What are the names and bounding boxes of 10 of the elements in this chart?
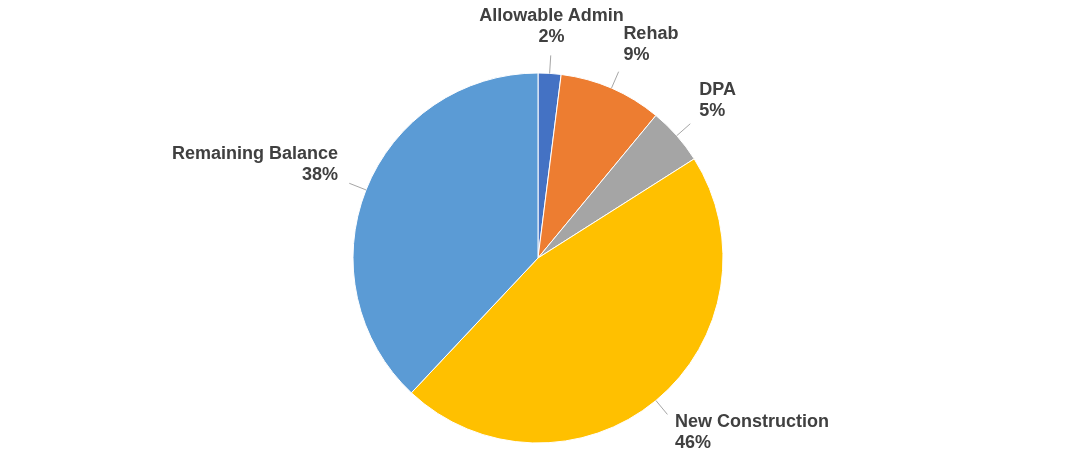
- slice-label: New Construction: [675, 410, 830, 431]
- data-label: 46%: [675, 431, 712, 452]
- data-label: 5%: [699, 100, 726, 121]
- data-label: 38%: [302, 164, 339, 185]
- slice-label: Allowable Admin: [479, 5, 624, 26]
- slice-label: Remaining Balance: [172, 143, 339, 164]
- slice-label: Rehab: [623, 23, 679, 44]
- data-label: 2%: [538, 26, 565, 47]
- data-label: 9%: [623, 44, 650, 65]
- slice-label: DPA: [699, 79, 736, 100]
